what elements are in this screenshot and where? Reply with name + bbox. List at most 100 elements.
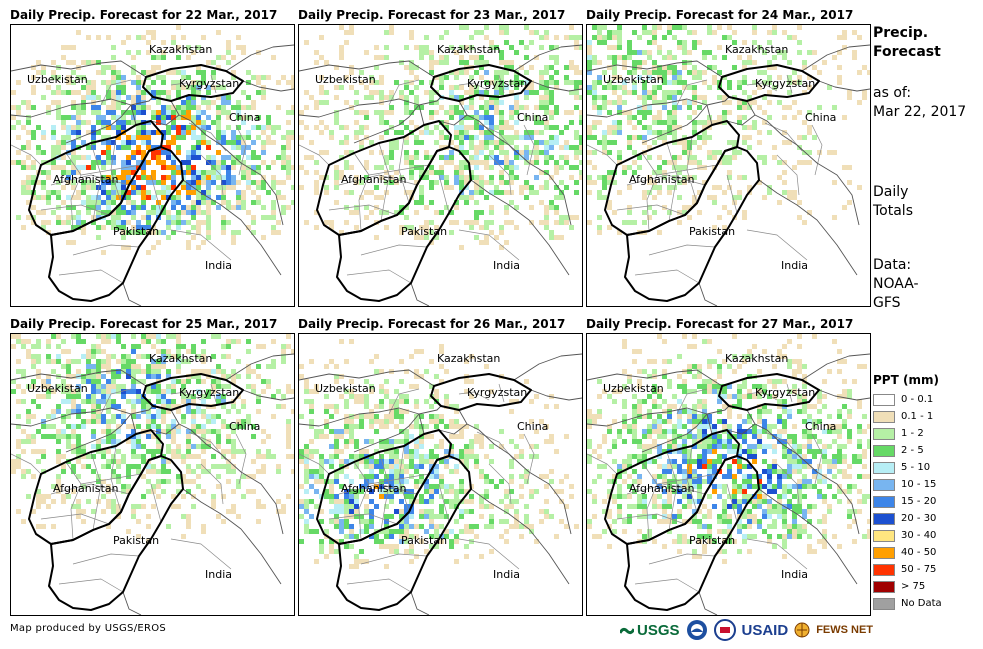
precip-cell bbox=[176, 364, 181, 369]
precip-cell bbox=[554, 60, 559, 65]
precip-cell bbox=[151, 55, 156, 60]
precip-cell bbox=[802, 384, 807, 389]
precip-cell bbox=[752, 459, 757, 464]
precip-cell bbox=[647, 449, 652, 454]
precip-cell bbox=[339, 85, 344, 90]
precip-cell bbox=[111, 504, 116, 509]
precip-cell bbox=[66, 409, 71, 414]
province-boundary bbox=[11, 144, 42, 166]
precip-cell bbox=[171, 160, 176, 165]
precip-cell bbox=[146, 384, 151, 389]
precip-cell bbox=[687, 155, 692, 160]
precip-cell bbox=[106, 85, 111, 90]
precip-cell bbox=[141, 90, 146, 95]
precip-cell bbox=[742, 135, 747, 140]
precip-cell bbox=[131, 200, 136, 205]
precip-cell bbox=[757, 434, 762, 439]
precip-cell bbox=[574, 130, 579, 135]
precip-cell bbox=[201, 100, 206, 105]
precip-cell bbox=[409, 524, 414, 529]
precip-cell bbox=[677, 170, 682, 175]
precip-cell bbox=[652, 444, 657, 449]
precip-cell bbox=[349, 499, 354, 504]
precip-cell bbox=[707, 195, 712, 200]
precip-cell bbox=[464, 200, 469, 205]
precip-cell bbox=[677, 210, 682, 215]
precip-cell bbox=[404, 479, 409, 484]
precip-cell bbox=[241, 140, 246, 145]
precip-cell bbox=[607, 140, 612, 145]
precip-cell bbox=[607, 55, 612, 60]
precip-cell bbox=[91, 354, 96, 359]
precip-cell bbox=[146, 40, 151, 45]
precip-cell bbox=[299, 120, 304, 125]
precip-cell bbox=[404, 105, 409, 110]
precip-cell bbox=[722, 439, 727, 444]
precip-cell bbox=[592, 125, 597, 130]
precip-cell bbox=[514, 75, 519, 80]
precip-cell bbox=[171, 449, 176, 454]
precip-cell bbox=[166, 429, 171, 434]
precip-cell bbox=[569, 110, 574, 115]
precip-cell bbox=[617, 75, 622, 80]
precip-cell bbox=[26, 469, 31, 474]
precip-cell bbox=[374, 484, 379, 489]
precip-cell bbox=[429, 544, 434, 549]
precip-cell bbox=[211, 369, 216, 374]
precip-cell bbox=[116, 404, 121, 409]
precip-cell bbox=[807, 459, 812, 464]
precip-cell bbox=[286, 110, 291, 115]
precip-cells bbox=[587, 334, 870, 564]
precip-cell bbox=[549, 125, 554, 130]
country-label-kazakhstan: Kazakhstan bbox=[149, 352, 213, 365]
precip-cell bbox=[51, 499, 56, 504]
map-svg bbox=[299, 339, 582, 615]
precip-cell bbox=[111, 384, 116, 389]
precip-cell bbox=[767, 100, 772, 105]
precip-cell bbox=[524, 155, 529, 160]
precip-cell bbox=[176, 454, 181, 459]
precip-cell bbox=[161, 459, 166, 464]
precip-cell bbox=[106, 135, 111, 140]
precip-cell bbox=[419, 439, 424, 444]
precip-cell bbox=[509, 170, 514, 175]
precip-cell bbox=[737, 195, 742, 200]
precip-cell bbox=[587, 439, 592, 444]
precip-cell bbox=[156, 334, 161, 339]
precip-cell bbox=[554, 235, 559, 240]
precip-cell bbox=[429, 499, 434, 504]
precip-cell bbox=[319, 55, 324, 60]
precip-cell bbox=[622, 339, 627, 344]
precip-cell bbox=[374, 55, 379, 60]
precip-cell bbox=[196, 90, 201, 95]
precip-cell bbox=[439, 60, 444, 65]
precip-cell bbox=[141, 354, 146, 359]
precip-cell bbox=[196, 484, 201, 489]
precip-cell bbox=[141, 95, 146, 100]
precip-cell bbox=[196, 409, 201, 414]
precip-cell bbox=[151, 334, 156, 339]
precip-cell bbox=[276, 464, 281, 469]
precip-cell bbox=[56, 90, 61, 95]
precip-cell bbox=[76, 394, 81, 399]
precip-cell bbox=[657, 444, 662, 449]
precip-cell bbox=[324, 364, 329, 369]
precip-cell bbox=[842, 115, 847, 120]
precip-cell bbox=[812, 449, 817, 454]
precip-cell bbox=[632, 50, 637, 55]
precip-cell bbox=[26, 175, 31, 180]
precip-cell bbox=[106, 200, 111, 205]
precip-cell bbox=[399, 519, 404, 524]
precip-cell bbox=[534, 489, 539, 494]
precip-cell bbox=[261, 175, 266, 180]
precip-cell bbox=[554, 220, 559, 225]
precip-cell bbox=[852, 379, 857, 384]
precip-cell bbox=[469, 379, 474, 384]
precip-cell bbox=[524, 479, 529, 484]
precip-cell bbox=[747, 55, 752, 60]
precip-cell bbox=[364, 519, 369, 524]
precip-cell bbox=[339, 529, 344, 534]
precip-cell bbox=[304, 444, 309, 449]
precip-cell bbox=[454, 519, 459, 524]
precip-cell bbox=[116, 175, 121, 180]
